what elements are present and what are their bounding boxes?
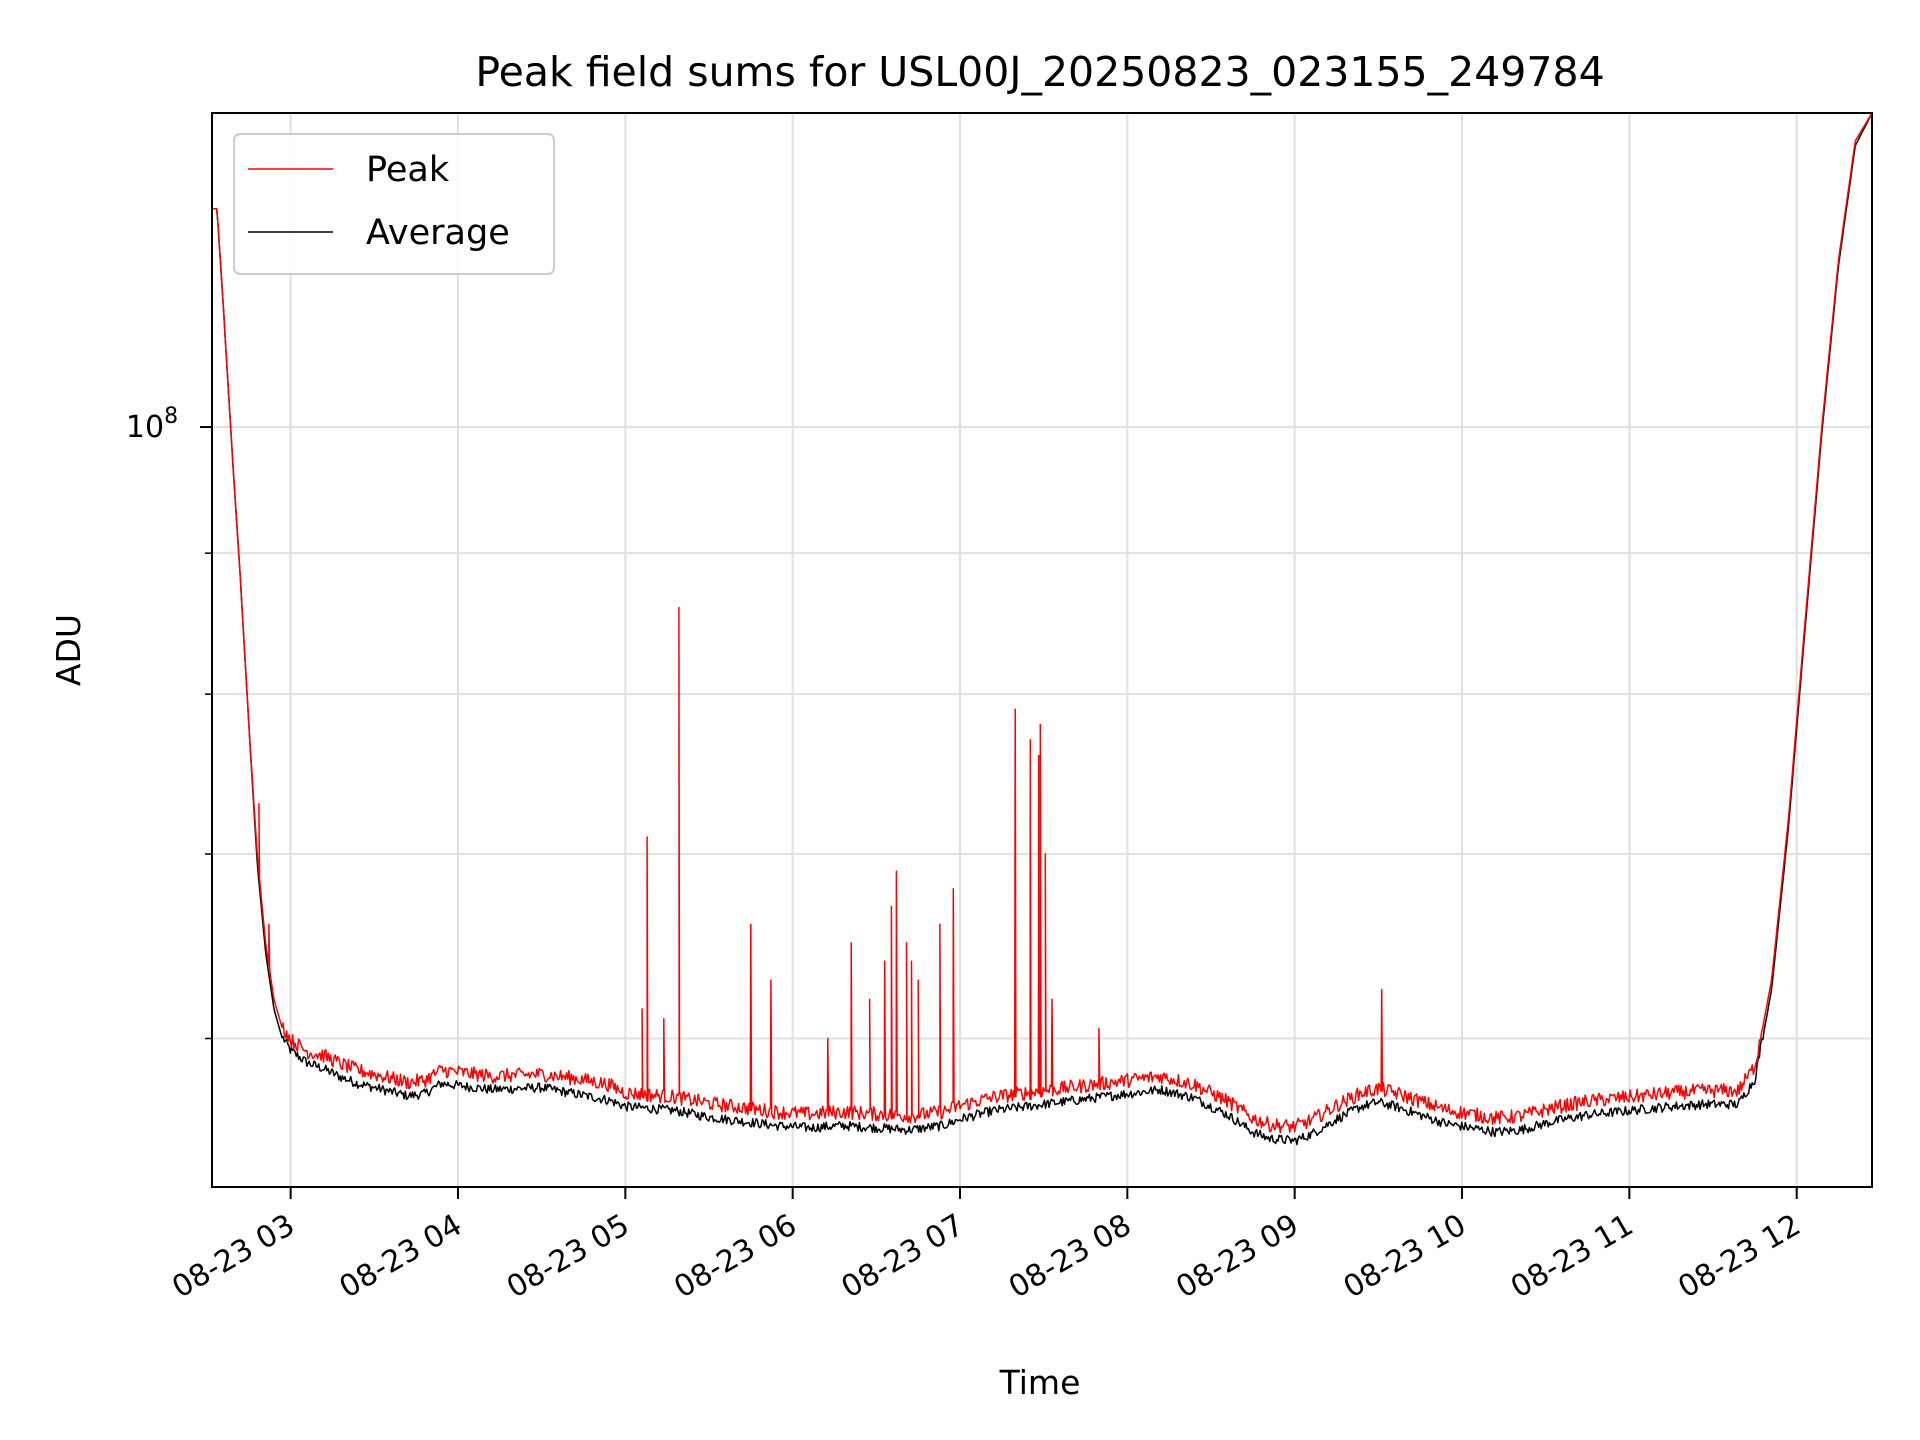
legend-label-peak: Peak: [366, 150, 450, 190]
plot-frame: [211, 112, 1873, 1188]
series-line-peak: [212, 113, 1872, 1134]
x-axis-label: Time: [999, 1363, 1081, 1402]
grid: [212, 113, 1872, 1187]
chart-title: Peak field sums for USL00J_20250823_0231…: [475, 48, 1604, 96]
series-layer: [212, 113, 1872, 1146]
legend-label-average: Average: [366, 213, 510, 253]
series-line-average: [212, 113, 1872, 1146]
y-axis-label: ADU: [49, 614, 88, 686]
legend: Peak Average: [233, 133, 555, 275]
